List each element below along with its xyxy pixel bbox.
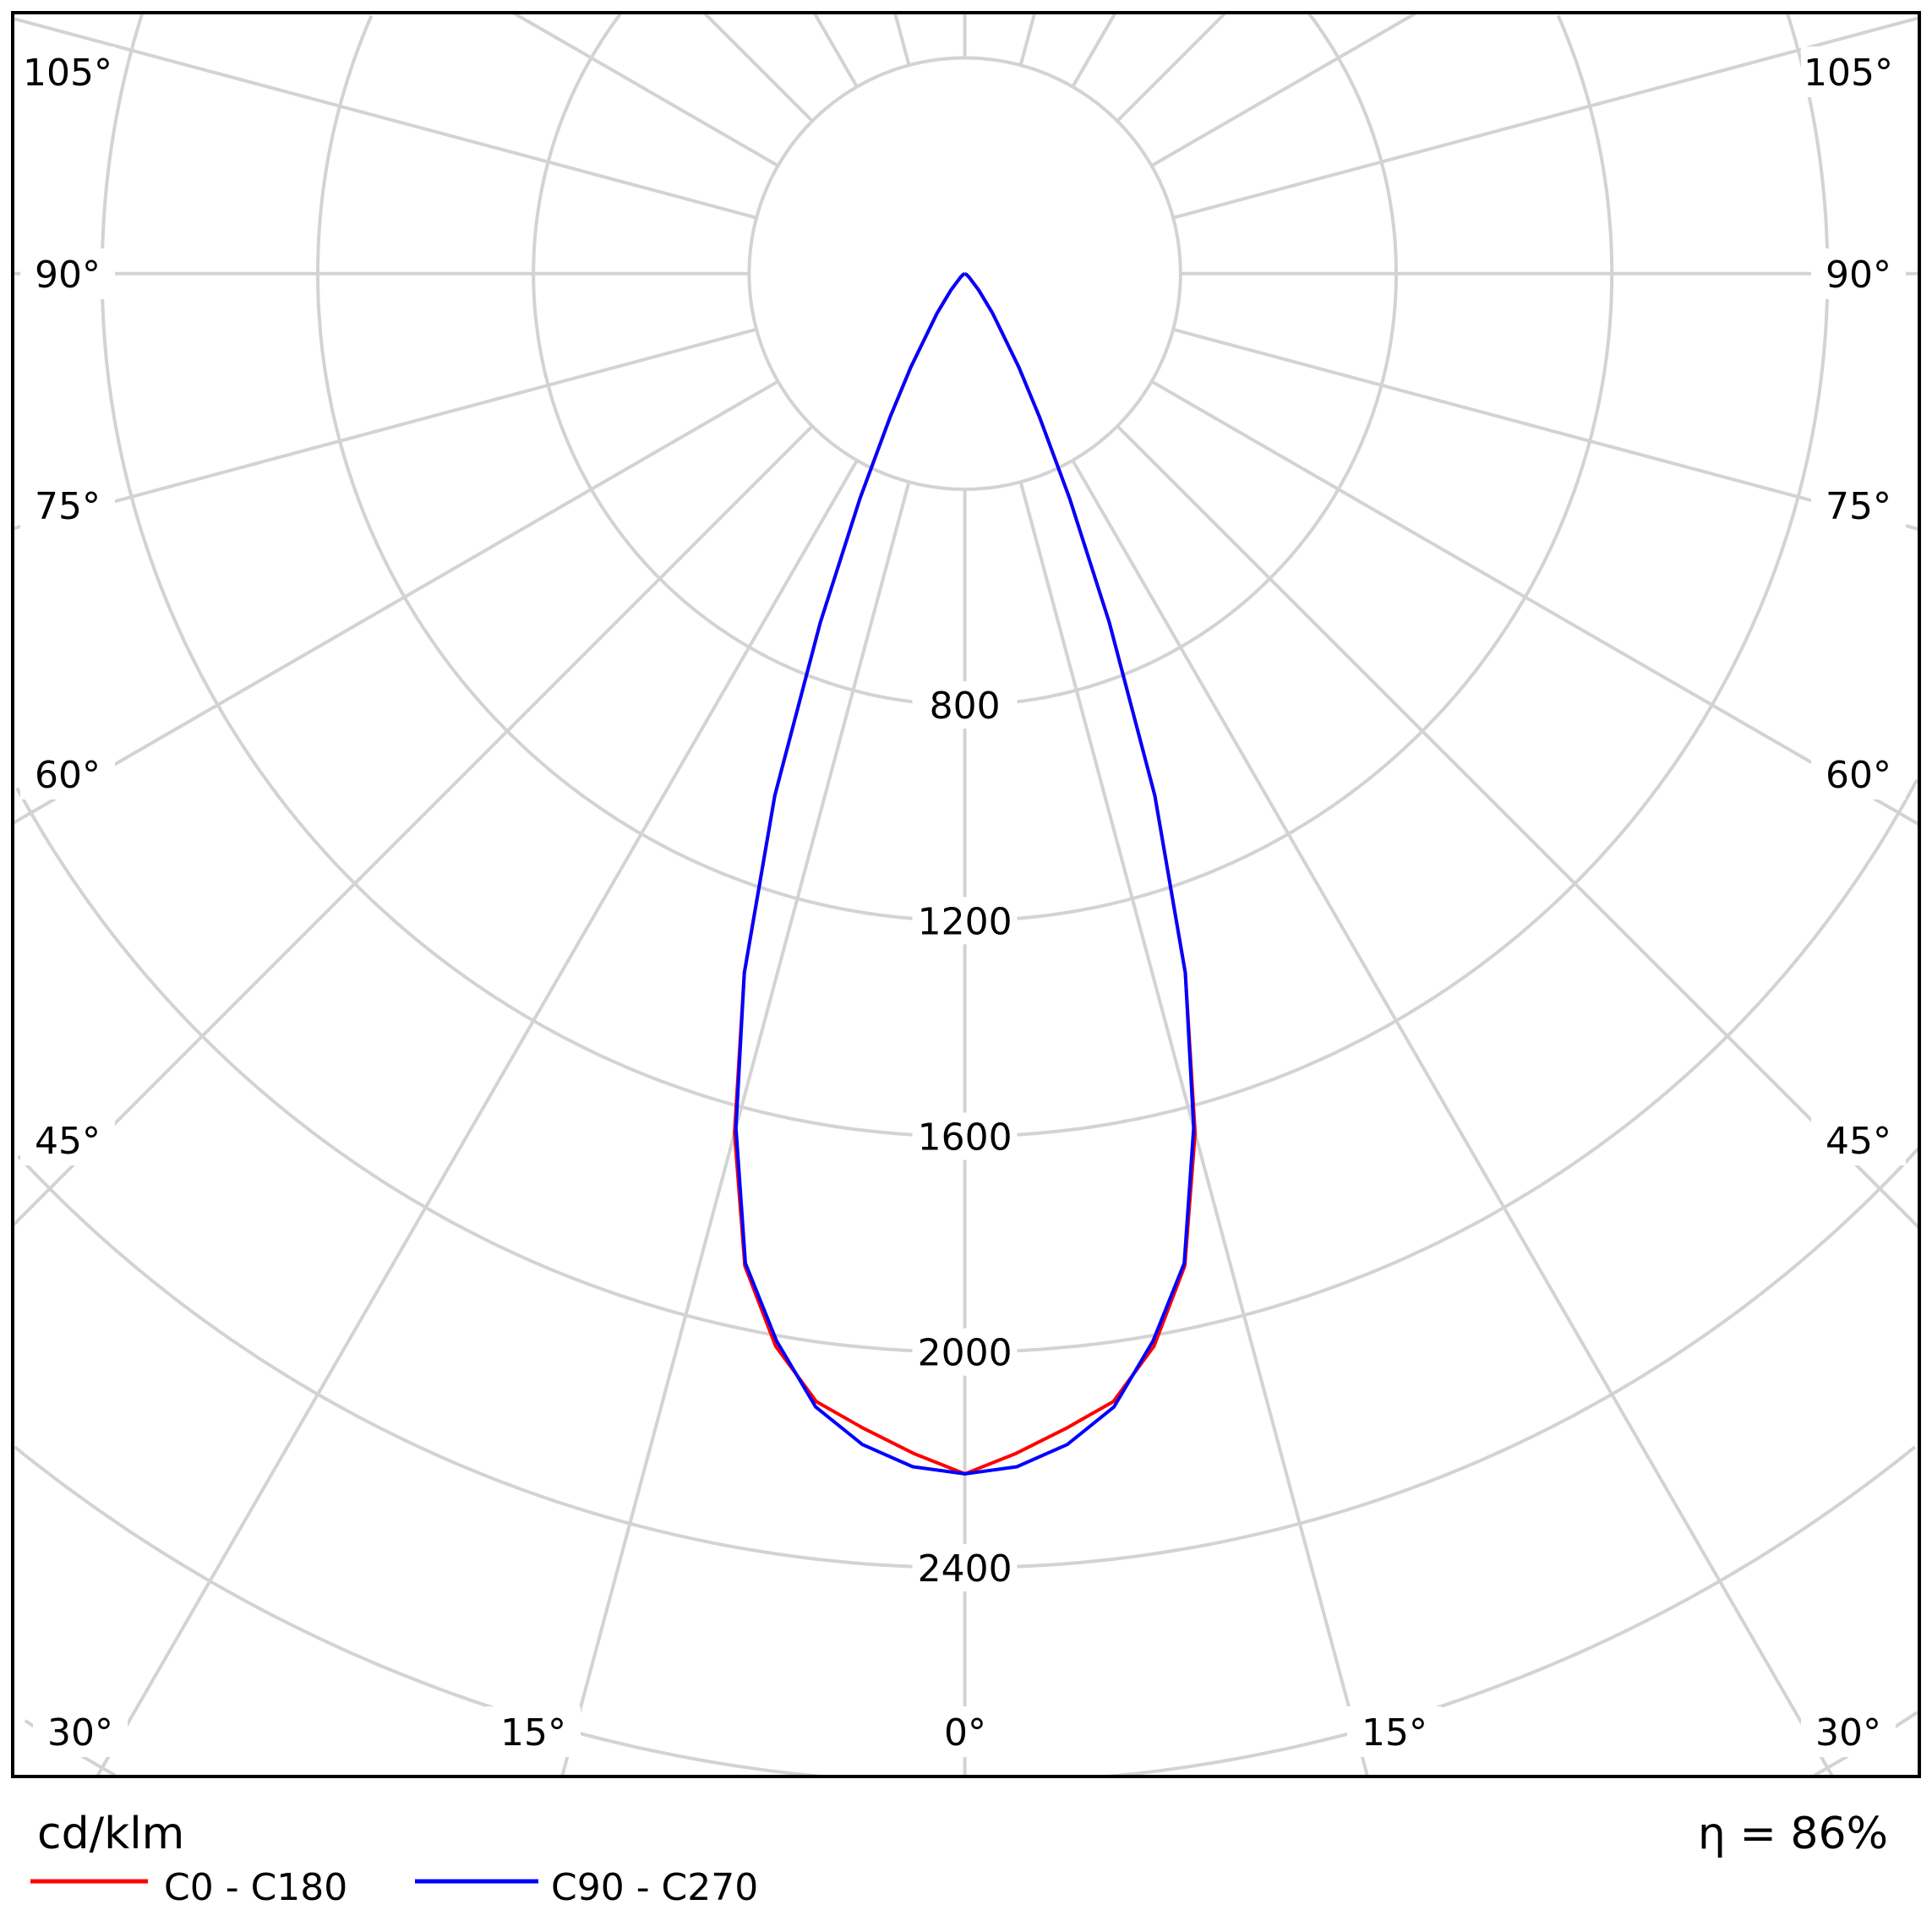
- radial-label-bg: [912, 897, 1018, 945]
- radial-tick-label: 1200: [918, 900, 1012, 943]
- angle-tick-label: 45°: [1826, 1120, 1891, 1163]
- radial-tick-label: 2400: [918, 1547, 1012, 1591]
- grid-spoke: [1172, 16, 1919, 220]
- angle-tick-label: 30°: [47, 1711, 113, 1755]
- angle-label-bg: [1801, 46, 1896, 97]
- legend-label-c90-c270: C90 - C270: [551, 1866, 758, 1909]
- grid-spoke: [1116, 13, 1227, 123]
- angle-tick-label: 15°: [1362, 1711, 1427, 1755]
- grid-ring: [100, 14, 1830, 1138]
- grid-ring: [15, 778, 1918, 1354]
- radial-tick-label: 800: [930, 685, 1001, 728]
- grid-spoke: [1071, 459, 1835, 1776]
- angle-label-bg: [1801, 1706, 1896, 1757]
- angle-tick-labels: 105° 90° 75° 60° 45° 30° 15° 0° 105° 90° 75° 60° 45°…: [20, 46, 1906, 1757]
- angle-label-bg: [20, 1115, 115, 1165]
- angle-tick-label: 15°: [500, 1711, 566, 1755]
- angle-label-bg: [486, 1706, 581, 1757]
- radial-tick-label: 2000: [918, 1332, 1012, 1375]
- angle-tick-label: 45°: [35, 1120, 101, 1163]
- grid-spoke: [812, 13, 859, 88]
- angle-tick-label: 0°: [944, 1711, 986, 1755]
- angle-label-bg: [1811, 248, 1906, 299]
- angle-label-bg: [33, 1706, 128, 1757]
- grid-spoke: [1150, 13, 1418, 167]
- angle-tick-label: 30°: [1815, 1711, 1881, 1755]
- grid-spoke: [96, 459, 859, 1776]
- grid-ring: [532, 13, 1398, 707]
- radial-label-bg: [912, 1328, 1018, 1376]
- legend: C0 - C180 C90 - C270: [30, 1866, 758, 1909]
- radial-label-bg: [912, 1543, 1018, 1591]
- grid-spoke: [892, 13, 911, 66]
- grid-spoke: [1071, 13, 1117, 88]
- angle-tick-label: 75°: [35, 485, 101, 528]
- grid-spoke: [1018, 13, 1037, 66]
- efficiency-label: η = 86%: [1698, 1809, 1888, 1859]
- angle-tick-label: 90°: [1826, 254, 1891, 297]
- plot-frame: [11, 11, 1921, 1778]
- angle-tick-label: 105°: [23, 52, 112, 95]
- angle-label-bg: [1811, 749, 1906, 800]
- series-curve-c90-c270: [734, 271, 1196, 1476]
- polar-grid: [13, 13, 1919, 1776]
- grid-spoke: [1172, 327, 1919, 532]
- angle-label-bg: [1811, 1115, 1906, 1165]
- grid-spoke: [702, 13, 814, 123]
- angle-tick-label: 90°: [35, 254, 101, 297]
- grid-spoke: [13, 424, 814, 1227]
- angle-tick-label: 75°: [1826, 485, 1891, 528]
- angle-label-bg: [1347, 1706, 1442, 1757]
- grid-spoke: [1116, 424, 1919, 1230]
- grid-spoke: [511, 13, 779, 167]
- radial-label-bg: [912, 681, 1018, 729]
- angle-label-bg: [20, 46, 115, 97]
- radial-tick-labels: 800 1200 1600 2000 2400: [912, 681, 1018, 1591]
- legend-label-c0-c180: C0 - C180: [164, 1866, 347, 1909]
- grid-spoke: [1150, 379, 1919, 827]
- grid-ring: [14, 1445, 1917, 1776]
- intensity-curves: [733, 271, 1198, 1476]
- angle-tick-label: 105°: [1804, 52, 1893, 95]
- angle-tick-label: 60°: [35, 754, 101, 797]
- unit-label: cd/klm: [37, 1809, 184, 1859]
- grid-spoke: [13, 327, 757, 531]
- angle-label-bg: [1811, 480, 1906, 531]
- angle-tick-label: 60°: [1826, 754, 1891, 797]
- angle-label-bg: [918, 1706, 1012, 1757]
- angle-label-bg: [20, 749, 115, 800]
- radial-tick-label: 1600: [918, 1116, 1012, 1160]
- angle-label-bg: [20, 248, 115, 299]
- grid-spoke: [13, 16, 757, 220]
- grid-ring: [316, 14, 1614, 923]
- radial-label-bg: [912, 1112, 1018, 1160]
- angle-label-bg: [20, 480, 115, 531]
- grid-spoke: [13, 379, 779, 825]
